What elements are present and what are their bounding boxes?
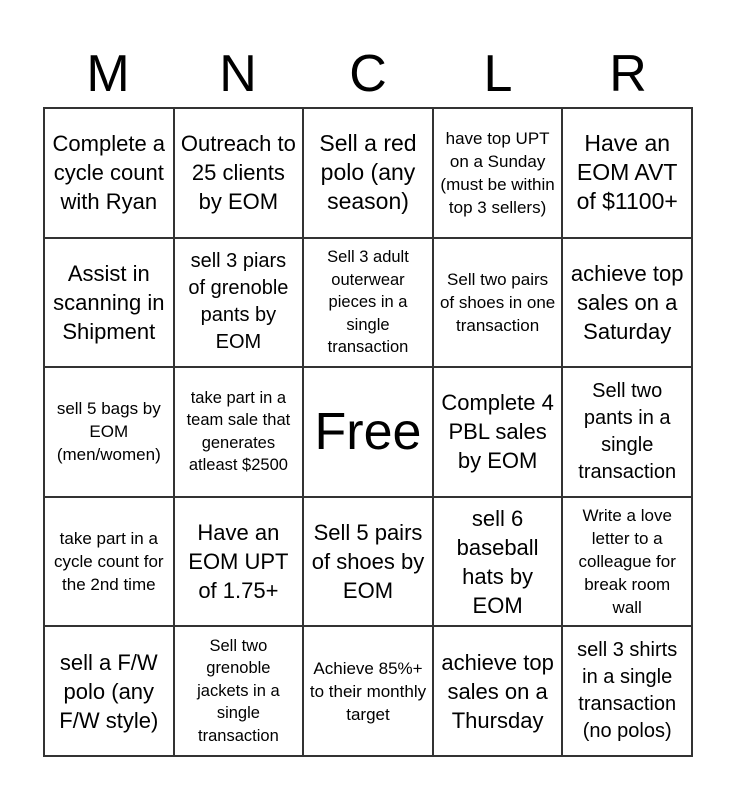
bingo-cell[interactable]: Achieve 85%+ to their monthly target <box>303 626 433 756</box>
bingo-cell[interactable]: Sell two grenoble jackets in a single tr… <box>173 626 304 756</box>
bingo-cell[interactable]: Have an EOM UPT of 1.75+ <box>173 496 304 627</box>
bingo-cell[interactable]: sell 3 piars of grenoble pants by EOM <box>173 237 304 368</box>
bingo-cell[interactable]: sell a F/W polo (any F/W style) <box>44 626 174 756</box>
header-letter: M <box>86 45 130 103</box>
bingo-cell[interactable]: take part in a team sale that generates … <box>173 367 304 497</box>
bingo-cell[interactable]: Sell two pairs of shoes in one transacti… <box>432 237 563 368</box>
bingo-cell[interactable]: Complete 4 PBL sales by EOM <box>432 367 563 497</box>
header-letter: R <box>609 45 647 103</box>
header-letter: C <box>349 45 387 103</box>
bingo-cell[interactable]: Assist in scanning in Shipment <box>44 237 174 368</box>
bingo-grid: Complete a cycle count with Ryan Outreac… <box>43 107 693 757</box>
bingo-cell[interactable]: Have an EOM AVT of $1100+ <box>562 108 692 238</box>
header-letter: L <box>483 45 513 103</box>
bingo-cell[interactable]: achieve top sales on a Saturday <box>562 237 692 368</box>
bingo-cell[interactable]: take part in a cycle count for the 2nd t… <box>44 496 174 627</box>
bingo-cell[interactable]: sell 5 bags by EOM (men/women) <box>44 367 174 497</box>
free-space[interactable]: Free <box>303 367 433 497</box>
bingo-cell[interactable]: Sell 3 adult outerwear pieces in a singl… <box>303 237 433 368</box>
bingo-header: M N C L R <box>43 42 693 106</box>
bingo-cell[interactable]: Sell 5 pairs of shoes by EOM <box>303 496 433 627</box>
bingo-cell[interactable]: achieve top sales on a Thursday <box>432 626 563 756</box>
bingo-cell[interactable]: have top UPT on a Sunday (must be within… <box>432 108 563 238</box>
header-letter: N <box>219 45 257 103</box>
bingo-cell[interactable]: Outreach to 25 clients by EOM <box>173 108 304 238</box>
bingo-cell[interactable]: Sell a red polo (any season) <box>303 108 433 238</box>
bingo-cell[interactable]: Complete a cycle count with Ryan <box>44 108 174 238</box>
bingo-cell[interactable]: Sell two pants in a single transaction <box>562 367 692 497</box>
bingo-cell[interactable]: sell 3 shirts in a single transaction (n… <box>562 626 692 756</box>
bingo-cell[interactable]: Write a love letter to a colleague for b… <box>562 496 692 627</box>
bingo-cell[interactable]: sell 6 baseball hats by EOM <box>432 496 563 627</box>
